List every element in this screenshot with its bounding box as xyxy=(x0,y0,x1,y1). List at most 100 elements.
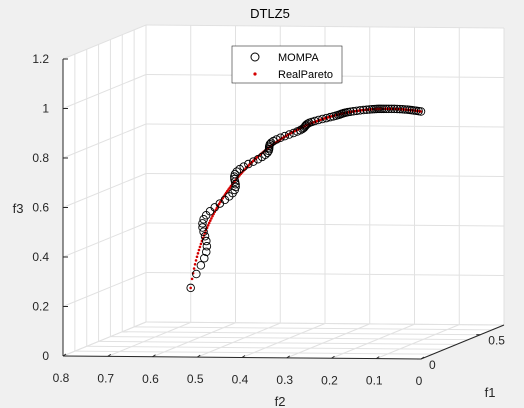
mompa-point xyxy=(196,261,206,270)
legend: MOMPA RealPareto xyxy=(231,45,343,84)
legend-label-realpareto: RealPareto xyxy=(278,69,333,81)
grid-line xyxy=(62,222,147,258)
mompa-point xyxy=(272,135,281,144)
y-axis-label: f2 xyxy=(275,394,286,408)
legend-box xyxy=(231,45,343,84)
realpareto-point xyxy=(199,242,203,246)
mompa-point xyxy=(199,227,208,237)
grid-line xyxy=(197,322,281,358)
realpareto-point xyxy=(194,259,198,262)
f1-axis-line xyxy=(420,324,505,360)
z-tick-label: 0.8 xyxy=(32,151,49,165)
grid-line xyxy=(110,336,469,341)
grid-line xyxy=(74,350,433,355)
x-tick-label: 0 xyxy=(429,358,436,372)
y-tick-mark xyxy=(331,355,335,359)
grid-line xyxy=(134,326,493,331)
realpareto-point xyxy=(189,286,192,290)
y-tick-mark xyxy=(196,354,201,358)
mompa-point xyxy=(244,159,253,169)
mompa-point xyxy=(230,169,240,179)
realpareto-point xyxy=(207,221,211,225)
mompa-point xyxy=(231,182,240,192)
mompa-point xyxy=(230,174,239,184)
y-tick-label: 0.7 xyxy=(97,371,114,385)
y-tick-mark xyxy=(152,354,156,358)
mompa-point xyxy=(303,119,312,129)
mompa-point xyxy=(249,157,258,166)
mompa-point xyxy=(200,253,209,263)
y-tick-label: 0.2 xyxy=(321,373,338,387)
realpareto-point xyxy=(206,224,210,227)
z-tick-label: 1.2 xyxy=(32,52,49,66)
realpareto-point xyxy=(193,263,197,266)
grid-line xyxy=(145,321,505,326)
legend-label-mompa: MOMPA xyxy=(278,52,319,64)
mompa-point xyxy=(280,131,290,141)
grid-line xyxy=(241,323,326,358)
mompa-point xyxy=(202,236,211,246)
realpareto-point xyxy=(198,245,202,249)
z-tick-label: 0.6 xyxy=(32,201,49,215)
legend-marker-realpareto xyxy=(253,72,257,76)
realpareto-point xyxy=(192,267,196,270)
realpareto-point xyxy=(211,214,214,218)
mompa-point xyxy=(381,104,391,114)
z-axis-label: f3 xyxy=(13,201,24,216)
grid-line xyxy=(86,345,445,350)
mompa-point xyxy=(352,106,362,116)
mompa-point xyxy=(400,105,410,114)
mompa-point xyxy=(314,115,323,125)
mompa-point xyxy=(355,106,365,115)
mompa-point xyxy=(365,105,374,114)
y-tick-label: 0 xyxy=(416,374,423,388)
mompa-point xyxy=(285,130,294,139)
z-tick-label: 0.2 xyxy=(32,300,49,314)
grid-line xyxy=(331,323,415,359)
z-tick-label: 0 xyxy=(42,349,49,363)
realpareto-point xyxy=(196,252,200,255)
y-tick-mark xyxy=(241,355,246,358)
y-tick-mark xyxy=(286,355,291,359)
realpareto-point xyxy=(210,217,213,220)
x-axis-label: f1 xyxy=(485,385,496,400)
mompa-point xyxy=(276,133,285,143)
realpareto-point xyxy=(190,277,194,281)
y-tick-label: 0.6 xyxy=(142,372,159,386)
y-tick-mark xyxy=(420,356,425,360)
mompa-point xyxy=(346,107,355,116)
grid-line xyxy=(376,324,460,360)
grid-line xyxy=(122,331,481,336)
y-tick-label: 0.5 xyxy=(187,372,204,386)
mompa-point xyxy=(202,241,212,251)
grid-line xyxy=(62,321,147,357)
mompa-point xyxy=(416,107,426,116)
tick-labels: 0 0.2 0.4 0.6 0.8 1 1.2 0.8 0.7 0.6 0.5 0.4 0.3 0.2 0.… xyxy=(32,52,505,388)
mompa-point xyxy=(390,104,399,114)
y-tick-label: 0.8 xyxy=(53,371,70,385)
mompa-point xyxy=(349,107,358,116)
y-tick-mark xyxy=(375,356,380,360)
y-tick-mark xyxy=(62,353,67,357)
mompa-point xyxy=(310,116,320,126)
grid-line xyxy=(107,321,191,357)
y-tick-label: 0.4 xyxy=(232,373,249,387)
mompa-point xyxy=(239,162,248,171)
realpareto-point xyxy=(209,219,212,222)
grid-line xyxy=(152,322,236,358)
mompa-point xyxy=(398,105,407,114)
grid-line xyxy=(62,24,147,60)
mompa-point xyxy=(232,167,242,176)
y-tick-label: 0.1 xyxy=(366,374,383,388)
legend-marker-mompa xyxy=(250,52,260,62)
mompa-point xyxy=(198,223,207,232)
mompa-point xyxy=(186,283,195,293)
mompa-point xyxy=(198,219,207,228)
grid-line xyxy=(98,340,457,345)
mompa-point xyxy=(384,104,394,114)
mompa-point xyxy=(192,269,201,279)
chart-title: DTLZ5 xyxy=(250,6,290,21)
grid-line xyxy=(62,272,147,307)
series-mompa xyxy=(186,104,426,293)
